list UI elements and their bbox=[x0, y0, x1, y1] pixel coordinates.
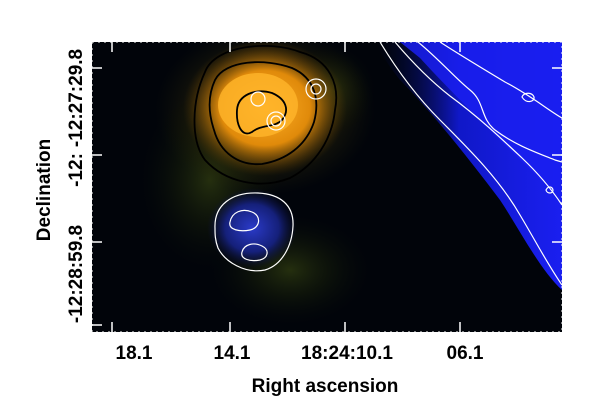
x-tick-label: 06.1 bbox=[447, 343, 484, 364]
blue-blob bbox=[207, 188, 297, 268]
x-tick-label: 18.1 bbox=[116, 343, 153, 364]
blue-band-core bbox=[400, 42, 562, 200]
major-ticks bbox=[92, 42, 562, 332]
y-tick-label: -12:28:59.8 bbox=[66, 225, 87, 323]
black-contour-middle bbox=[208, 61, 318, 165]
y-tick-label: -12:27:29.8 bbox=[66, 49, 87, 147]
white-contour-small-2 bbox=[545, 186, 554, 194]
x-tick-label: 14.1 bbox=[214, 343, 251, 364]
white-contour-compact-1 bbox=[250, 91, 266, 107]
white-contours bbox=[214, 42, 562, 286]
white-contour-compact-3b bbox=[310, 83, 322, 95]
white-contour-compact-2b bbox=[270, 115, 282, 127]
white-contour-blob-inner-1 bbox=[229, 209, 260, 232]
white-contour-band-2 bbox=[394, 42, 562, 206]
white-contour-band-1 bbox=[379, 42, 562, 286]
white-contour-blob-inner-2 bbox=[241, 243, 268, 262]
y-axis-title: Declination bbox=[34, 139, 55, 241]
white-contour-compact-2 bbox=[266, 111, 286, 131]
x-axis-title: Right ascension bbox=[252, 376, 399, 397]
image-panel bbox=[92, 42, 562, 332]
black-contour-outer bbox=[193, 44, 338, 185]
y-tick-labels: -12:27:29.8 -12: -12:28:59.8 bbox=[66, 49, 87, 323]
image-frame bbox=[91, 41, 563, 333]
x-tick-label: 18:24:10.1 bbox=[301, 343, 393, 364]
white-contour-compact-3 bbox=[305, 78, 327, 100]
x-tick-labels: 18.1 14.1 18:24:10.1 06.1 bbox=[116, 343, 484, 364]
white-contour-band-4 bbox=[439, 42, 562, 119]
white-contour-small-1 bbox=[521, 92, 535, 103]
y-tick-label-partial: -12: bbox=[66, 153, 87, 187]
white-contour-band-3 bbox=[417, 42, 562, 163]
white-contour-blob-outer bbox=[214, 192, 294, 272]
